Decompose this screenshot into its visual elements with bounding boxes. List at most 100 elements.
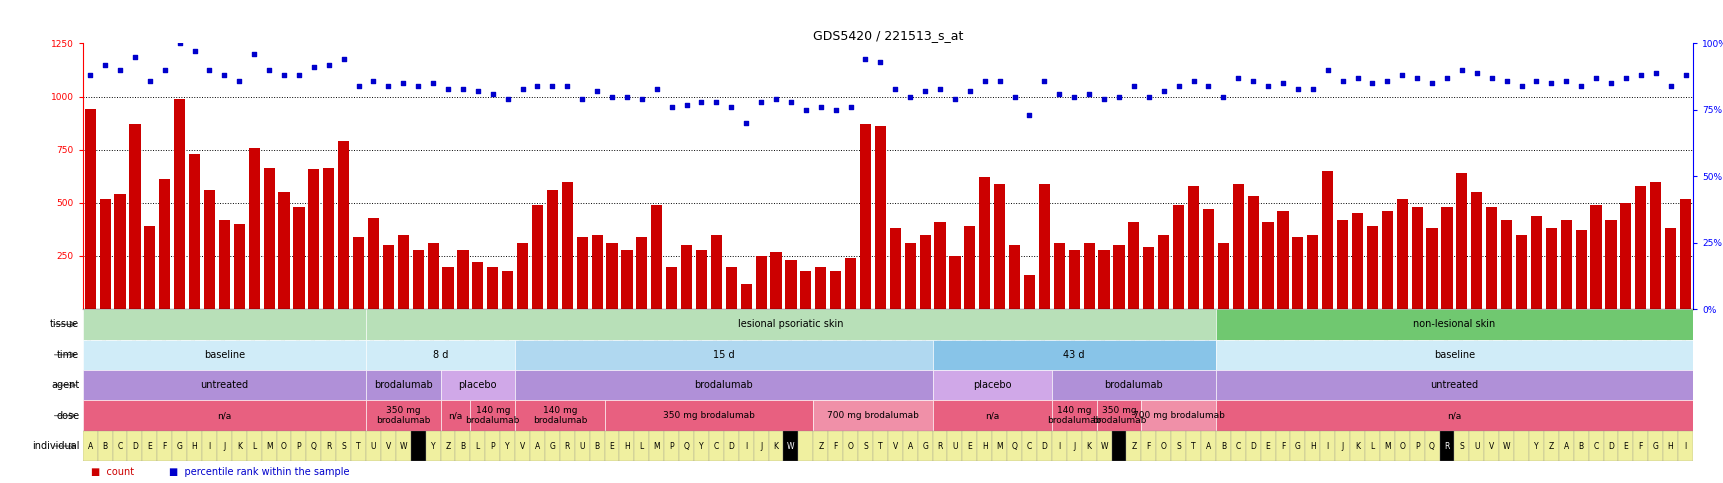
Text: Y: Y <box>700 441 703 451</box>
Bar <box>1439 431 1454 461</box>
Bar <box>1141 400 1215 431</box>
Point <box>538 82 565 90</box>
Point <box>777 98 805 106</box>
Bar <box>367 218 379 309</box>
Bar <box>932 370 1051 400</box>
Bar <box>365 370 441 400</box>
Bar <box>219 220 229 309</box>
Bar <box>977 431 992 461</box>
Point <box>791 106 818 114</box>
Bar <box>651 205 662 309</box>
Bar <box>231 431 246 461</box>
Bar <box>83 400 365 431</box>
Text: B: B <box>1578 441 1583 451</box>
Text: lesional psoriatic skin: lesional psoriatic skin <box>737 319 843 329</box>
Bar <box>679 431 694 461</box>
Bar <box>441 400 470 431</box>
Point <box>658 103 686 111</box>
Bar <box>443 267 453 309</box>
Bar <box>606 243 617 309</box>
Bar <box>694 431 708 461</box>
Point <box>389 79 417 87</box>
Bar <box>351 431 365 461</box>
Bar <box>112 431 128 461</box>
Bar <box>515 431 529 461</box>
Point <box>613 93 641 100</box>
Bar <box>963 226 975 309</box>
Text: brodalumab: brodalumab <box>694 380 753 390</box>
Bar <box>114 194 126 309</box>
Bar <box>1185 431 1201 461</box>
Point <box>165 40 193 47</box>
Text: L: L <box>639 441 644 451</box>
Bar <box>591 235 603 309</box>
Bar <box>441 370 515 400</box>
Text: Y: Y <box>431 441 436 451</box>
Point <box>1342 74 1370 82</box>
Bar <box>1337 220 1347 309</box>
Text: U: U <box>579 441 584 451</box>
Bar <box>1201 431 1215 461</box>
Text: n/a: n/a <box>217 411 231 420</box>
Text: 15 d: 15 d <box>713 350 734 360</box>
Text: H: H <box>191 441 198 451</box>
Point <box>121 53 148 60</box>
Bar <box>1349 431 1365 461</box>
Bar <box>798 431 813 461</box>
Bar <box>320 431 336 461</box>
Point <box>1508 82 1535 90</box>
Bar <box>1141 431 1156 461</box>
Text: Q: Q <box>1428 441 1434 451</box>
Bar <box>365 431 381 461</box>
Bar <box>515 400 605 431</box>
Bar <box>83 431 98 461</box>
Text: O: O <box>848 441 853 451</box>
Point <box>1149 87 1177 95</box>
Text: C: C <box>1027 441 1032 451</box>
Point <box>1447 66 1475 74</box>
Text: S: S <box>1175 441 1180 451</box>
Bar <box>383 245 395 309</box>
Bar <box>903 431 917 461</box>
Point <box>1194 82 1222 90</box>
Point <box>911 87 939 95</box>
Bar <box>470 431 486 461</box>
Point <box>374 82 401 90</box>
Point <box>434 85 462 92</box>
Bar <box>708 431 724 461</box>
Text: agent: agent <box>52 380 79 390</box>
Bar <box>813 431 827 461</box>
Bar <box>858 431 872 461</box>
Bar <box>589 431 605 461</box>
Point <box>1239 77 1266 85</box>
Bar <box>1216 243 1228 309</box>
Point <box>1015 111 1042 119</box>
Text: B: B <box>1220 441 1225 451</box>
Text: n/a: n/a <box>984 411 999 420</box>
Bar <box>696 250 706 309</box>
Text: T: T <box>357 441 360 451</box>
Bar <box>710 235 722 309</box>
Bar <box>159 180 171 309</box>
Text: untreated: untreated <box>1430 380 1478 390</box>
Point <box>1582 74 1609 82</box>
Point <box>405 82 432 90</box>
Bar <box>934 222 946 309</box>
Bar <box>1365 431 1378 461</box>
Bar <box>1304 431 1320 461</box>
Point <box>1284 85 1311 92</box>
Point <box>1521 77 1549 85</box>
Text: F: F <box>832 441 837 451</box>
Text: F: F <box>1637 441 1642 451</box>
Point <box>360 77 388 85</box>
Text: J: J <box>1340 441 1342 451</box>
Text: dose: dose <box>57 411 79 421</box>
Bar <box>1230 431 1246 461</box>
Bar <box>1334 431 1349 461</box>
Text: V: V <box>386 441 391 451</box>
Text: F: F <box>1146 441 1151 451</box>
Bar <box>1292 237 1303 309</box>
Bar <box>1127 222 1139 309</box>
Point <box>91 61 119 69</box>
Text: tissue: tissue <box>50 319 79 329</box>
